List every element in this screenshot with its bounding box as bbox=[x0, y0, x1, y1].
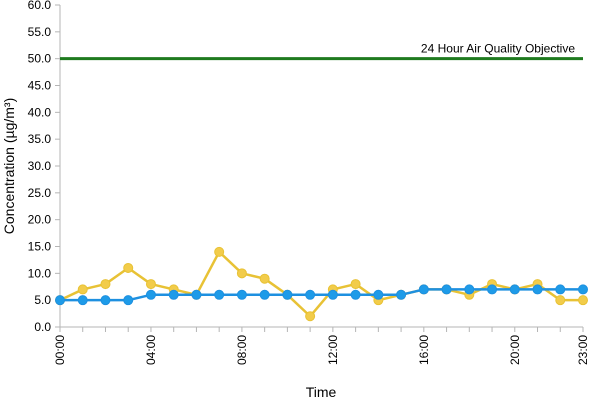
data-point bbox=[578, 295, 588, 306]
x-tick-label: 04:00 bbox=[144, 335, 158, 365]
y-tick-label: 35.0 bbox=[28, 132, 52, 146]
data-point bbox=[555, 295, 566, 306]
y-tick-label: 50.0 bbox=[28, 52, 52, 66]
series-group bbox=[55, 246, 588, 322]
series-1 bbox=[55, 246, 588, 322]
data-point bbox=[191, 289, 202, 300]
data-point bbox=[282, 289, 293, 300]
y-tick-label: 30.0 bbox=[28, 159, 52, 173]
data-point bbox=[168, 289, 179, 300]
data-point bbox=[236, 289, 247, 300]
data-point bbox=[145, 279, 156, 290]
y-tick-label: 55.0 bbox=[28, 25, 52, 39]
y-tick-label: 45.0 bbox=[28, 79, 52, 93]
data-point bbox=[532, 284, 543, 295]
data-point bbox=[100, 295, 111, 306]
data-point bbox=[123, 262, 134, 273]
data-point bbox=[418, 284, 429, 295]
data-point bbox=[259, 289, 270, 300]
data-point bbox=[373, 289, 384, 300]
data-point bbox=[236, 268, 247, 279]
data-point bbox=[259, 273, 270, 284]
x-axis-title: Time bbox=[306, 384, 337, 400]
axes: 0.0 5.0 10.0 15.0 20.0 25.0 30.0 35.0 40.0 45.0 50… bbox=[28, 0, 590, 365]
y-tick-label: 0.0 bbox=[34, 320, 51, 334]
data-point bbox=[123, 295, 134, 306]
y-tick-label: 20.0 bbox=[28, 213, 52, 227]
data-point bbox=[350, 289, 361, 300]
series-2 bbox=[55, 284, 588, 306]
data-point bbox=[396, 289, 407, 300]
reference-line-group: 24 Hour Air Quality Objective bbox=[60, 42, 583, 61]
y-tick-label: 60.0 bbox=[28, 0, 52, 12]
y-tick-label: 40.0 bbox=[28, 105, 52, 119]
x-tick-label: 23:00 bbox=[576, 335, 590, 365]
data-point bbox=[145, 289, 156, 300]
data-point bbox=[214, 289, 225, 300]
reference-line-label: 24 Hour Air Quality Objective bbox=[421, 42, 575, 56]
data-point bbox=[55, 295, 65, 306]
x-tick-label: 20:00 bbox=[508, 335, 522, 365]
data-point bbox=[464, 284, 475, 295]
data-point bbox=[77, 295, 88, 306]
data-point bbox=[214, 246, 225, 257]
y-tick-label: 15.0 bbox=[28, 240, 52, 254]
y-tick-label: 25.0 bbox=[28, 186, 52, 200]
x-tick-label: 00:00 bbox=[53, 335, 67, 365]
data-point bbox=[327, 289, 338, 300]
series-line bbox=[60, 288, 583, 302]
series-line bbox=[59, 250, 583, 318]
data-point bbox=[77, 284, 88, 295]
data-point bbox=[100, 279, 111, 290]
data-point bbox=[578, 284, 588, 295]
data-point bbox=[305, 289, 316, 300]
data-point bbox=[305, 311, 316, 322]
x-tick-label: 08:00 bbox=[235, 335, 249, 365]
data-point bbox=[487, 284, 498, 295]
y-tick-label: 5.0 bbox=[34, 293, 51, 307]
x-tick-label: 16:00 bbox=[417, 335, 431, 365]
y-tick-label: 10.0 bbox=[28, 266, 52, 280]
y-axis-title: Concentration (µg/m³) bbox=[1, 98, 17, 234]
data-point bbox=[555, 284, 566, 295]
data-point bbox=[509, 284, 520, 295]
data-point bbox=[441, 284, 452, 295]
x-tick-label: 12:00 bbox=[326, 335, 340, 365]
data-point bbox=[350, 279, 361, 290]
